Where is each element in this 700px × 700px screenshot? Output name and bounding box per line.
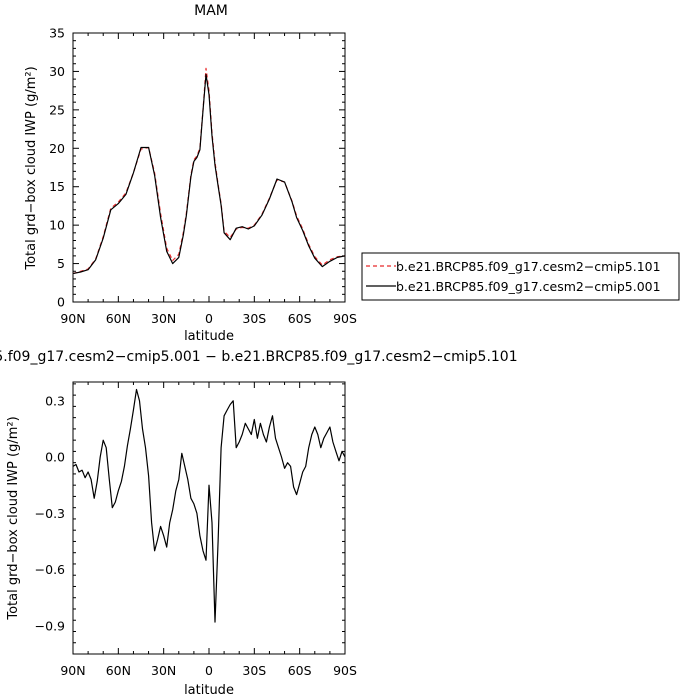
series-line-2	[72, 73, 346, 275]
x-tick-label: 0	[205, 311, 213, 326]
y-tick-labels-top: 0 5 10 15 20 25 30 35	[49, 26, 65, 310]
y-tick-label: 0	[57, 295, 65, 310]
x-tick-labels-top: 90N 60N 30N 0 30S 60S 90S	[60, 311, 357, 326]
chart-title-mam: MAM	[194, 3, 228, 19]
legend-label-101: b.e21.BRCP85.f09_g17.cesm2−cmip5.101	[396, 259, 661, 274]
x-axis-label-top: latitude	[184, 329, 234, 344]
series-lines-top	[72, 67, 346, 275]
legend-box	[361, 252, 680, 301]
tick-marks-bottom	[72, 382, 346, 655]
y-tick-label: 25	[49, 102, 65, 117]
x-axis-label-bottom: latitude	[184, 683, 234, 698]
x-tick-label: 90N	[60, 663, 85, 678]
x-tick-label: 90N	[60, 311, 85, 326]
x-tick-label: 0	[205, 663, 213, 678]
y-tick-label: 20	[49, 141, 65, 156]
x-tick-label: 30N	[151, 663, 176, 678]
y-tick-label: 10	[49, 218, 65, 233]
tick-marks-top	[72, 32, 346, 303]
x-tick-label: 60S	[288, 663, 312, 678]
chart-difference: b.e21.BRCP85.f09_g17.cesm2−cmip5.001 − b…	[0, 349, 518, 698]
x-tick-label: 90S	[333, 311, 357, 326]
x-tick-label: 60N	[106, 311, 131, 326]
legend: b.e21.BRCP85.f09_g17.cesm2−cmip5.101 b.e…	[361, 252, 680, 301]
plot-frame-bottom	[72, 381, 346, 655]
y-tick-label: 30	[49, 64, 65, 79]
plot-frame-top	[72, 32, 346, 303]
y-tick-label: 5	[57, 256, 65, 271]
x-tick-label: 90S	[333, 663, 357, 678]
x-tick-label: 30N	[151, 311, 176, 326]
y-tick-label: −0.9	[35, 618, 65, 633]
x-tick-labels-bottom: 90N 60N 30N 0 30S 60S 90S	[60, 663, 357, 678]
x-tick-label: 30S	[242, 311, 266, 326]
y-tick-label: −0.6	[35, 562, 65, 577]
y-tick-label: −0.3	[35, 506, 65, 521]
x-tick-label: 60N	[106, 663, 131, 678]
y-tick-label: 0.3	[45, 393, 65, 408]
x-tick-label: 30S	[242, 663, 266, 678]
x-tick-label: 60S	[288, 311, 312, 326]
y-tick-label: 15	[49, 179, 65, 194]
chart-mam: MAM 0 5 10 15 20 25 30 35 90N 60N 30N 0 30S 60S 90S l…	[24, 3, 680, 344]
chart-title-difference: b.e21.BRCP85.f09_g17.cesm2−cmip5.001 − b…	[0, 349, 518, 365]
series-lines-bottom	[72, 388, 346, 623]
y-tick-label: 0.0	[45, 450, 65, 465]
y-axis-label-bottom: Total grd−box cloud IWP (g/m²)	[6, 416, 21, 620]
y-tick-label: 35	[49, 26, 65, 41]
series-line-1	[72, 388, 346, 623]
legend-label-001: b.e21.BRCP85.f09_g17.cesm2−cmip5.001	[396, 279, 661, 294]
y-axis-label-top: Total grd−box cloud IWP (g/m²)	[24, 66, 39, 270]
y-tick-labels-bottom: 0.3 0.0 −0.3 −0.6 −0.9	[35, 393, 65, 633]
